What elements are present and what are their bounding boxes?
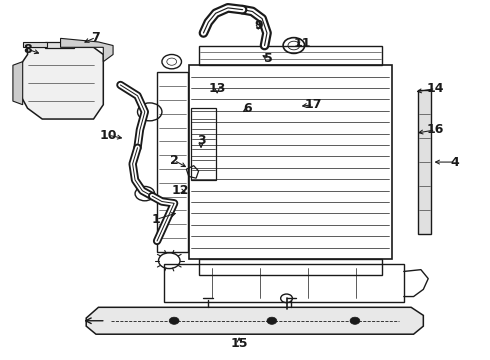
Text: 13: 13 — [208, 82, 226, 95]
Text: 6: 6 — [243, 103, 252, 116]
Text: 10: 10 — [99, 129, 117, 142]
Circle shape — [267, 317, 277, 324]
Text: 3: 3 — [196, 134, 205, 147]
Text: 14: 14 — [427, 82, 444, 95]
Text: 11: 11 — [294, 36, 311, 50]
Bar — [191, 108, 216, 180]
Text: 2: 2 — [170, 154, 178, 167]
Bar — [189, 65, 392, 259]
Text: 12: 12 — [172, 184, 189, 197]
Polygon shape — [18, 47, 103, 119]
Text: 7: 7 — [92, 31, 100, 44]
Bar — [45, 42, 74, 48]
Text: 5: 5 — [264, 52, 273, 65]
Text: 17: 17 — [305, 98, 322, 111]
Bar — [198, 45, 382, 65]
Circle shape — [350, 317, 360, 324]
Text: 15: 15 — [230, 337, 248, 350]
Bar — [164, 264, 404, 302]
Polygon shape — [13, 62, 23, 105]
Polygon shape — [86, 307, 423, 334]
Circle shape — [169, 317, 179, 324]
Text: 1: 1 — [152, 213, 160, 226]
Text: 4: 4 — [451, 156, 460, 168]
Text: 9: 9 — [254, 19, 263, 32]
Polygon shape — [61, 39, 113, 62]
Bar — [198, 259, 382, 275]
Bar — [157, 72, 188, 252]
Text: 8: 8 — [23, 42, 32, 55]
Polygon shape — [23, 42, 47, 47]
Bar — [418, 90, 431, 234]
Text: 16: 16 — [427, 123, 444, 136]
